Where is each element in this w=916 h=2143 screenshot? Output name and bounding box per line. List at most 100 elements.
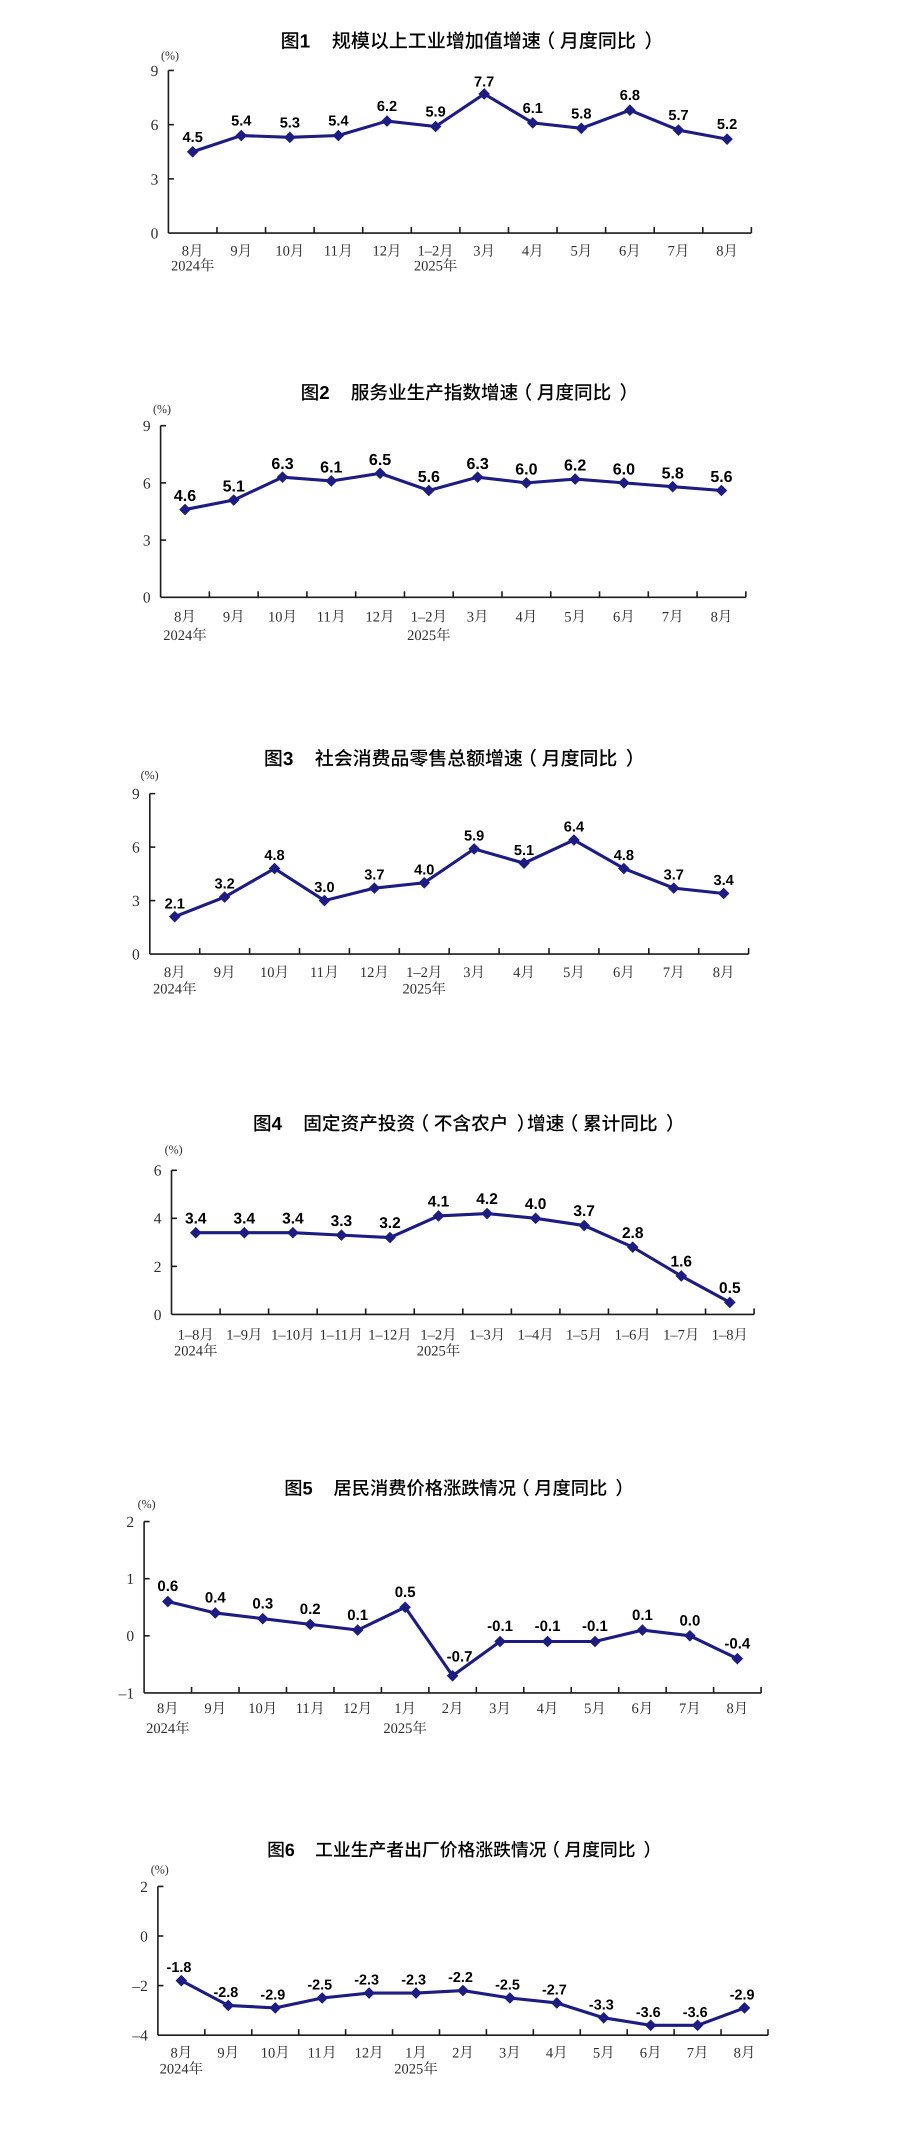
svg-text:(%): (%): [138, 1497, 156, 1511]
svg-text:1–2: 1–2: [417, 244, 439, 260]
svg-text:11: 11: [324, 244, 338, 260]
svg-text:5.4: 5.4: [231, 114, 252, 130]
svg-text:8: 8: [713, 965, 720, 981]
svg-text:10: 10: [268, 609, 283, 625]
svg-text:2.1: 2.1: [165, 896, 185, 912]
svg-text:4.8: 4.8: [264, 848, 284, 864]
svg-text:12: 12: [343, 1701, 358, 1717]
svg-text:4.1: 4.1: [428, 1194, 450, 1211]
svg-text:3.7: 3.7: [364, 868, 384, 884]
svg-text:3: 3: [132, 893, 140, 910]
svg-text:0.6: 0.6: [157, 1578, 178, 1595]
svg-text:0.5: 0.5: [395, 1584, 416, 1601]
svg-text:12: 12: [355, 2045, 370, 2061]
svg-text:0: 0: [143, 590, 151, 607]
svg-text:9: 9: [230, 244, 237, 260]
svg-text:10: 10: [260, 965, 275, 981]
svg-text:0: 0: [151, 226, 159, 243]
svg-text:1–2: 1–2: [406, 965, 428, 981]
svg-text:1–2: 1–2: [420, 1328, 442, 1344]
svg-text:1.6: 1.6: [670, 1254, 692, 1271]
svg-text:6.2: 6.2: [564, 458, 586, 475]
svg-text:12: 12: [373, 244, 388, 260]
svg-text:1–5: 1–5: [566, 1328, 588, 1344]
svg-text:(%): (%): [161, 49, 179, 63]
svg-text:7: 7: [663, 965, 670, 981]
svg-text:0: 0: [126, 1628, 134, 1645]
svg-text:3.4: 3.4: [282, 1210, 304, 1227]
svg-text:2: 2: [140, 1879, 148, 1896]
svg-text:11: 11: [310, 965, 324, 981]
svg-text:2: 2: [319, 382, 329, 403]
svg-text:6: 6: [151, 117, 159, 134]
svg-text:1–11: 1–11: [320, 1328, 348, 1344]
svg-text:6: 6: [285, 1840, 295, 1860]
svg-text:6: 6: [619, 244, 626, 260]
svg-text:5.9: 5.9: [425, 104, 445, 120]
svg-text:6.2: 6.2: [377, 99, 397, 115]
svg-text:9: 9: [151, 63, 159, 80]
svg-text:0.1: 0.1: [347, 1607, 368, 1624]
svg-text:3: 3: [463, 965, 470, 981]
svg-text:1–12: 1–12: [368, 1328, 397, 1344]
svg-text:3.4: 3.4: [185, 1210, 207, 1227]
svg-text:1–9: 1–9: [226, 1328, 248, 1344]
svg-text:1–7: 1–7: [663, 1328, 685, 1344]
svg-text:8: 8: [174, 609, 181, 625]
svg-text:4.6: 4.6: [174, 488, 196, 505]
svg-text:-2.2: -2.2: [448, 1970, 473, 1986]
svg-text:0: 0: [154, 1307, 162, 1324]
svg-text:–1: –1: [118, 1685, 135, 1702]
svg-text:5: 5: [563, 965, 570, 981]
svg-text:3: 3: [499, 2045, 506, 2061]
svg-text:1–6: 1–6: [615, 1328, 637, 1344]
svg-text:5.7: 5.7: [668, 108, 688, 124]
svg-text:1: 1: [300, 32, 311, 53]
svg-text:0.4: 0.4: [205, 1590, 227, 1607]
svg-text:0.1: 0.1: [632, 1607, 653, 1624]
svg-text:10: 10: [275, 244, 290, 260]
svg-text:7: 7: [662, 609, 669, 625]
svg-text:0.0: 0.0: [679, 1613, 700, 1630]
svg-text:8: 8: [734, 2045, 741, 2061]
svg-text:1: 1: [394, 1701, 401, 1717]
svg-text:5.6: 5.6: [418, 469, 440, 486]
svg-text:–4: –4: [131, 2028, 148, 2045]
svg-text:-2.9: -2.9: [260, 1987, 285, 2003]
svg-text:6: 6: [154, 1163, 162, 1180]
svg-text:0.3: 0.3: [252, 1595, 273, 1612]
svg-text:5.3: 5.3: [280, 115, 300, 131]
svg-text:5.2: 5.2: [717, 117, 737, 133]
svg-text:2: 2: [452, 2045, 459, 2061]
svg-text:2025: 2025: [394, 2062, 423, 2078]
svg-text:-3.3: -3.3: [589, 1997, 614, 2013]
svg-text:2: 2: [154, 1259, 162, 1276]
svg-text:2.8: 2.8: [622, 1225, 644, 1242]
svg-text:5.8: 5.8: [662, 465, 684, 482]
svg-text:3: 3: [473, 244, 480, 260]
svg-text:6: 6: [143, 475, 151, 492]
svg-text:9: 9: [143, 418, 151, 435]
svg-text:-2.8: -2.8: [213, 1985, 238, 2001]
svg-text:-0.1: -0.1: [487, 1618, 513, 1635]
svg-text:1–3: 1–3: [469, 1328, 491, 1344]
svg-text:0: 0: [140, 1928, 148, 1945]
svg-text:8: 8: [182, 244, 189, 260]
svg-text:6.4: 6.4: [564, 820, 585, 836]
svg-text:2025: 2025: [383, 1721, 412, 1737]
svg-text:6.3: 6.3: [271, 456, 293, 473]
svg-text:5.1: 5.1: [223, 479, 245, 496]
svg-text:2025: 2025: [403, 982, 432, 998]
svg-text:7: 7: [679, 1701, 686, 1717]
svg-text:4: 4: [537, 1701, 545, 1717]
svg-text:0.2: 0.2: [300, 1601, 321, 1618]
svg-text:1–2: 1–2: [411, 609, 433, 625]
svg-text:1–8: 1–8: [712, 1328, 734, 1344]
svg-text:(%): (%): [165, 1143, 183, 1157]
svg-text:4: 4: [154, 1211, 162, 1228]
svg-text:3.4: 3.4: [714, 873, 735, 889]
svg-text:-2.3: -2.3: [401, 1973, 426, 1989]
svg-text:6.1: 6.1: [320, 460, 342, 477]
svg-text:5.1: 5.1: [514, 843, 534, 859]
svg-text:6.1: 6.1: [523, 101, 543, 117]
